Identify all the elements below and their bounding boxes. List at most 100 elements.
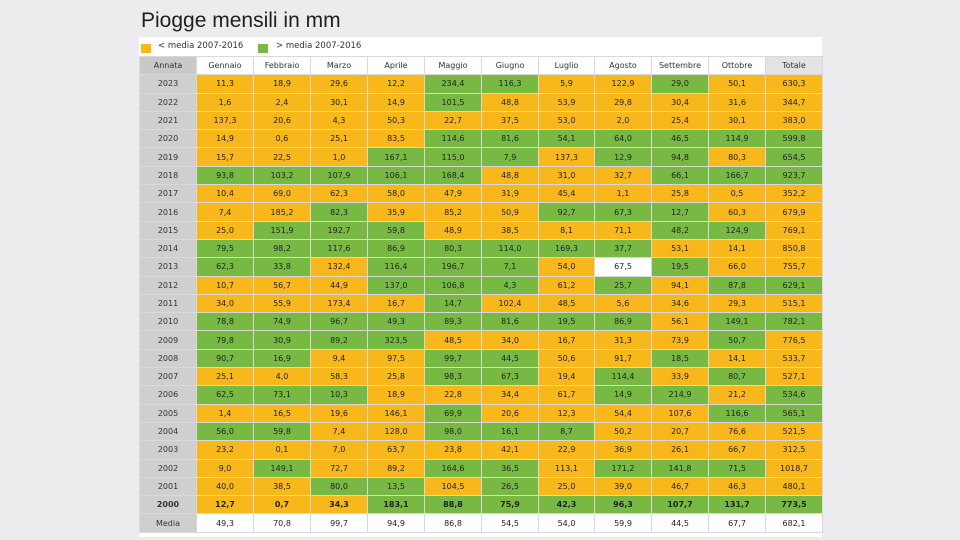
value-cell: 122,9 [594, 74, 652, 94]
year-cell: 2005 [139, 403, 197, 423]
value-cell: 46,7 [651, 476, 709, 497]
table-row: 2021 137,3 20,6 4,3 50,3 22,7 37,5 53,0 2,0 25,4 3… [139, 110, 823, 131]
value-cell: 151,9 [253, 220, 311, 240]
column-header-agosto: Agosto [594, 55, 652, 76]
value-cell: 164,6 [424, 458, 482, 478]
value-cell: 9,4 [310, 348, 368, 369]
year-cell: 2015 [139, 220, 197, 240]
value-cell: 38,5 [253, 476, 311, 497]
value-cell: 98,3 [424, 367, 482, 387]
value-cell: 67,3 [481, 367, 539, 387]
value-cell: 18,9 [367, 385, 425, 405]
value-cell: 48,8 [481, 92, 539, 112]
value-cell: 25,8 [367, 367, 425, 387]
value-cell: 30,4 [651, 92, 709, 112]
value-cell: 56,1 [651, 312, 709, 332]
value-cell: 21,2 [708, 385, 766, 405]
value-cell: 86,9 [594, 312, 652, 332]
total-cell: 599,8 [765, 129, 823, 149]
value-cell: 54,0 [538, 513, 595, 533]
value-cell: 137,0 [367, 275, 425, 295]
year-cell: 2001 [139, 476, 197, 497]
total-cell: 344,7 [765, 92, 823, 112]
value-cell: 7,9 [481, 147, 539, 167]
value-cell: 47,9 [424, 184, 482, 204]
value-cell: 20,7 [651, 421, 709, 442]
total-cell: 312,5 [765, 440, 823, 460]
value-cell: 12,7 [651, 202, 709, 222]
value-cell: 29,0 [651, 74, 709, 94]
value-cell: 30,9 [253, 330, 311, 350]
value-cell: 46,3 [708, 476, 766, 497]
legend-below-label: < media 2007-2016 [158, 41, 244, 51]
value-cell: 20,6 [481, 403, 539, 423]
legend-above-swatch [258, 44, 268, 53]
total-cell: 383,0 [765, 110, 823, 131]
column-header-settembre: Settembre [651, 55, 709, 76]
value-cell: 16,9 [253, 348, 311, 369]
value-cell: 69,0 [253, 184, 311, 204]
value-cell: 19,5 [538, 312, 595, 332]
value-cell: 54,1 [538, 129, 595, 149]
value-cell: 64,0 [594, 129, 652, 149]
value-cell: 85,2 [424, 202, 482, 222]
value-cell: 80,7 [708, 367, 766, 387]
value-cell: 50,7 [708, 330, 766, 350]
table-row: 2022 1,6 2,4 30,1 14,9 101,5 48,8 53,9 29,8 30,4 3… [139, 92, 823, 112]
value-cell: 29,3 [708, 293, 766, 314]
year-cell: 2014 [139, 238, 197, 259]
column-header-totale: Totale [765, 55, 823, 76]
rainfall-table: Annata Gennaio Febbraio Marzo Aprile Maggio Gi… [139, 55, 823, 533]
total-cell: 773,5 [765, 495, 823, 515]
value-cell: 56,7 [253, 275, 311, 295]
value-cell: 50,9 [481, 202, 539, 222]
value-cell: 25,0 [196, 220, 254, 240]
value-cell: 44,5 [481, 348, 539, 369]
value-cell: 106,8 [424, 275, 482, 295]
value-cell: 54,5 [481, 513, 539, 533]
value-cell: 25,8 [651, 184, 709, 204]
table-row: 2005 1,4 16,5 19,6 146,1 69,9 20,6 12,3 54,4 107,… [139, 403, 823, 423]
value-cell: 22,7 [424, 110, 482, 131]
year-cell: 2007 [139, 367, 197, 387]
table-row: 2016 7,4 185,2 82,3 35,9 85,2 50,9 92,7 67,3 12,7… [139, 202, 823, 222]
value-cell: 50,6 [538, 348, 595, 369]
value-cell: 14,1 [708, 348, 766, 369]
value-cell: 89,2 [310, 330, 368, 350]
value-cell: 31,9 [481, 184, 539, 204]
legend-below-swatch [141, 44, 151, 53]
table-row: 2018 93,8 103,2 107,9 106,1 168,4 48,8 31,0 32,7… [139, 165, 823, 186]
value-cell: 25,1 [310, 129, 368, 149]
table-row: 2023 11,3 18,9 29,6 12,2 234,4 116,3 5,9 122,9 29… [139, 74, 823, 94]
value-cell: 48,2 [651, 220, 709, 240]
value-cell: 48,5 [538, 293, 595, 314]
value-cell: 96,7 [310, 312, 368, 332]
value-cell: 72,7 [310, 458, 368, 478]
value-cell: 60,3 [708, 202, 766, 222]
value-cell: 137,3 [538, 147, 595, 167]
value-cell: 5,6 [594, 293, 652, 314]
value-cell: 50,2 [594, 421, 652, 442]
value-cell: 53,0 [538, 110, 595, 131]
value-cell: 90,7 [196, 348, 254, 369]
value-cell: 70,8 [253, 513, 311, 533]
value-cell: 171,2 [594, 458, 652, 478]
value-cell: 30,1 [708, 110, 766, 131]
value-cell: 149,1 [253, 458, 311, 478]
value-cell: 14,9 [196, 129, 254, 149]
value-cell: 67,7 [708, 513, 766, 533]
value-cell: 73,9 [651, 330, 709, 350]
value-cell: 12,3 [538, 403, 595, 423]
value-cell: 50,3 [367, 110, 425, 131]
column-header-aprile: Aprile [367, 55, 425, 76]
value-cell: 67,5 [594, 257, 652, 277]
value-cell: 4,0 [253, 367, 311, 387]
total-cell: 923,7 [765, 165, 823, 186]
value-cell: 22,5 [253, 147, 311, 167]
value-cell: 48,5 [424, 330, 482, 350]
value-cell: 234,4 [424, 74, 482, 94]
value-cell: 2,0 [594, 110, 652, 131]
value-cell: 38,5 [481, 220, 539, 240]
year-cell: 2011 [139, 293, 197, 314]
value-cell: 7,0 [310, 440, 368, 460]
